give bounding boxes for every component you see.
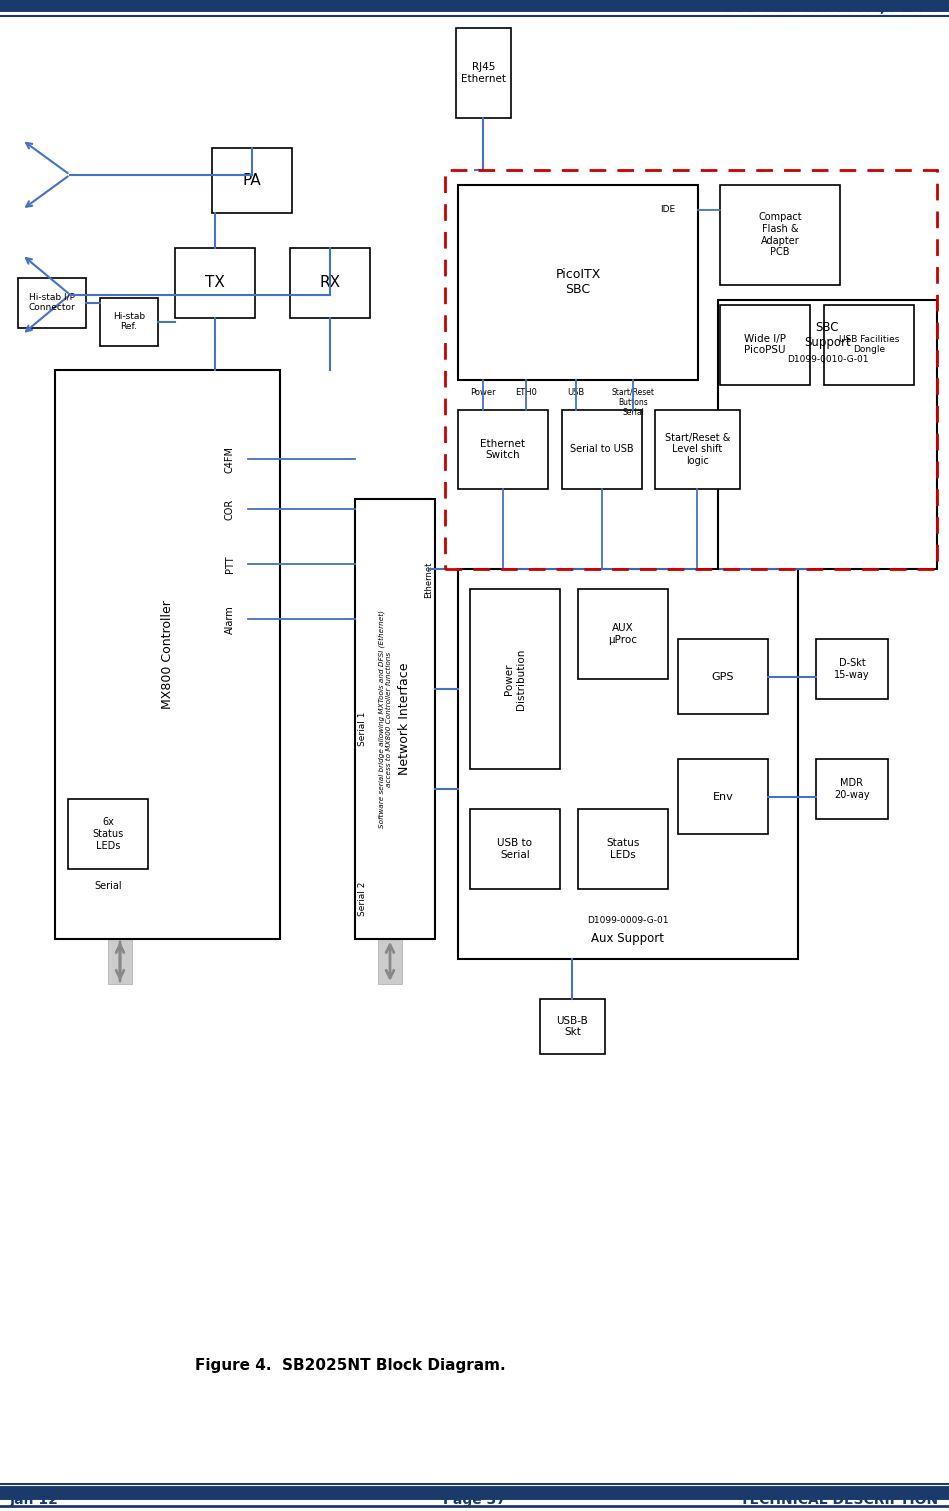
Text: Aux Support: Aux Support <box>591 932 664 946</box>
Text: Figure 4.  SB2025NT Block Diagram.: Figure 4. SB2025NT Block Diagram. <box>195 1358 505 1373</box>
Text: Power: Power <box>470 387 495 396</box>
Text: Env: Env <box>713 792 734 802</box>
Text: Hi-stab
Ref.: Hi-stab Ref. <box>113 311 145 331</box>
Bar <box>445 169 937 570</box>
Text: Page 37: Page 37 <box>442 1493 506 1508</box>
Text: TECHNICAL DESCRIPTION: TECHNICAL DESCRIPTION <box>740 1493 938 1508</box>
Text: D1099-0010-G-01: D1099-0010-G-01 <box>787 355 868 364</box>
Text: IDE: IDE <box>661 205 676 215</box>
Text: Ethernet: Ethernet <box>424 561 434 597</box>
Text: Power
Distribution: Power Distribution <box>504 648 526 710</box>
Text: Jan 12: Jan 12 <box>10 1493 59 1508</box>
Text: ETH0: ETH0 <box>515 387 537 396</box>
Bar <box>55 370 280 938</box>
Bar <box>175 248 255 317</box>
Bar <box>290 248 370 317</box>
Bar <box>108 938 132 984</box>
Text: PicoITX
SBC: PicoITX SBC <box>555 267 601 296</box>
Text: Serial to USB: Serial to USB <box>570 444 634 455</box>
Text: Ethernet
Switch: Ethernet Switch <box>480 438 526 461</box>
Text: USB-B
Skt: USB-B Skt <box>557 1015 588 1037</box>
Text: USB: USB <box>568 387 585 396</box>
Text: USB to
Serial: USB to Serial <box>497 839 532 860</box>
Bar <box>824 305 914 385</box>
Bar <box>720 305 810 385</box>
Text: MDR
20-way: MDR 20-way <box>834 778 870 799</box>
Bar <box>458 570 798 959</box>
Bar <box>655 409 740 490</box>
Text: 6x
Status
LEDs: 6x Status LEDs <box>92 817 123 851</box>
Text: C4FM: C4FM <box>225 446 235 473</box>
Bar <box>100 298 158 346</box>
Text: Network Interface: Network Interface <box>399 663 412 775</box>
Text: MX800 Controller: MX800 Controller <box>161 600 174 709</box>
Bar <box>816 759 888 819</box>
Text: PA: PA <box>243 172 261 187</box>
Bar <box>562 409 642 490</box>
Text: Compact
Flash &
Adapter
PCB: Compact Flash & Adapter PCB <box>758 213 802 257</box>
Text: SGD-SB2025NT-TUM, Part 1: SGD-SB2025NT-TUM, Part 1 <box>724 2 938 15</box>
Text: Serial 1: Serial 1 <box>359 712 367 746</box>
Text: COR: COR <box>225 499 235 520</box>
Bar <box>378 938 402 984</box>
Text: D-Skt
15-way: D-Skt 15-way <box>834 659 870 680</box>
Bar <box>18 278 86 328</box>
Bar <box>458 184 698 379</box>
Bar <box>678 759 768 834</box>
Bar <box>578 808 668 888</box>
Bar <box>470 589 560 769</box>
Text: USB Facilities
Dongle: USB Facilities Dongle <box>839 335 900 354</box>
Text: Wide I/P
PicoPSU: Wide I/P PicoPSU <box>744 334 786 355</box>
Text: PTT: PTT <box>225 556 235 573</box>
Bar <box>68 799 148 869</box>
Text: Status
LEDs: Status LEDs <box>606 839 640 860</box>
Bar <box>355 500 435 938</box>
Text: Start/Reset &
Level shift
logic: Start/Reset & Level shift logic <box>665 432 730 465</box>
Text: Start/Reset
Buttons
Serial: Start/Reset Buttons Serial <box>611 387 655 417</box>
Bar <box>540 999 605 1053</box>
Bar <box>458 409 548 490</box>
Text: SBC
Support: SBC Support <box>804 320 851 349</box>
Text: Software serial bridge allowing MXTools and DFSI (Ethernet)
access to MX800 Cont: Software serial bridge allowing MXTools … <box>379 610 392 828</box>
Bar <box>718 299 937 570</box>
Text: Serial: Serial <box>94 881 121 891</box>
Bar <box>720 184 840 284</box>
Text: Hi-stab I/P
Connector: Hi-stab I/P Connector <box>28 293 75 313</box>
Text: AUX
µProc: AUX µProc <box>608 624 638 645</box>
Text: D1099-0009-G-01: D1099-0009-G-01 <box>587 917 669 925</box>
Bar <box>470 808 560 888</box>
Bar <box>678 639 768 715</box>
Text: Alarm: Alarm <box>225 604 235 633</box>
Text: Serial 2: Serial 2 <box>359 882 367 916</box>
Bar <box>456 29 511 118</box>
Text: TX: TX <box>205 275 225 290</box>
Bar <box>816 639 888 700</box>
Bar <box>578 589 668 680</box>
Text: GPS: GPS <box>712 672 735 681</box>
Text: RX: RX <box>320 275 341 290</box>
Text: RJ45
Ethernet: RJ45 Ethernet <box>461 62 506 83</box>
Bar <box>212 148 292 213</box>
